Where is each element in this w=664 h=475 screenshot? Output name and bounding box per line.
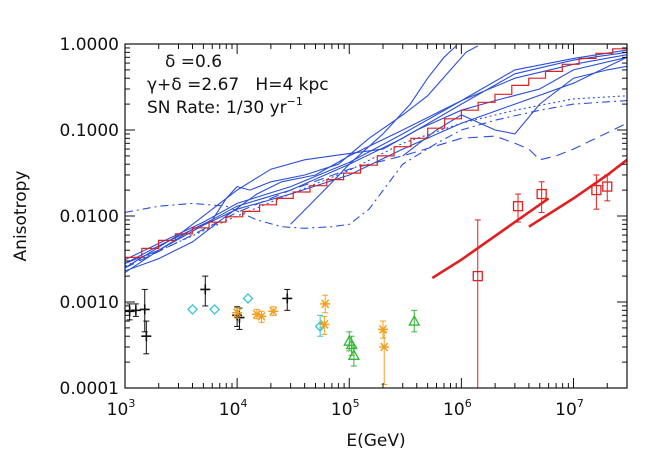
data-point-diamond [209, 303, 221, 315]
data-point-plus [200, 275, 211, 307]
data-point-plus [282, 288, 293, 311]
model-curve-solid [402, 65, 627, 157]
marker-asterisk [232, 308, 243, 318]
marker-plus [234, 312, 245, 323]
data-point-plus [139, 288, 150, 333]
y-tick-label: 0.0100 [60, 207, 119, 227]
marker-plus [282, 293, 293, 304]
marker-plus [200, 284, 211, 295]
marker-asterisk [268, 306, 279, 316]
data-point-triangle [347, 346, 360, 367]
marker-plus [141, 331, 152, 342]
model-curve-solid [125, 45, 479, 265]
marker-square [472, 270, 483, 282]
marker-diamond [187, 303, 198, 315]
marker-triangle [345, 338, 358, 350]
model-curve-solid [125, 49, 627, 261]
data-point-square [512, 193, 524, 223]
y-axis-label: Anisotropy [11, 171, 31, 262]
marker-plus [124, 306, 135, 317]
model-curve-dashdot [125, 100, 627, 229]
plot-frame [124, 43, 628, 389]
marker-asterisk [320, 299, 331, 309]
marker-plus [139, 304, 150, 315]
model-curve-dotted [125, 95, 627, 267]
model-curve-solid [290, 45, 457, 225]
marker-asterisk [319, 319, 330, 329]
data-point-square [472, 219, 483, 389]
x-axis-label: E(GeV) [346, 431, 405, 451]
data-point-asterisk [379, 331, 390, 385]
data-point-triangle [408, 309, 421, 333]
marker-square [536, 188, 547, 200]
data-point-square [591, 174, 602, 210]
data-point-plus [141, 320, 152, 355]
model-curve-dashed [125, 122, 627, 269]
data-point-plus [130, 303, 141, 317]
annotation-sn-rate: SN Rate: 1/30 yr−1 [147, 95, 303, 118]
annotation-delta: δ =0.6 [165, 52, 222, 72]
model-curve-solid [125, 56, 627, 269]
marker-square [602, 181, 613, 192]
marker-plus [130, 305, 141, 316]
data-point-asterisk [256, 310, 267, 323]
model-curve-solid [125, 54, 627, 272]
data-point-plus [124, 303, 135, 321]
y-tick-label: 0.0001 [60, 379, 119, 399]
y-tick-label: 0.0010 [60, 293, 119, 313]
y-tick-label: 0.1000 [60, 121, 119, 141]
x-tick-label: 107 [555, 397, 584, 420]
x-tick-label: 105 [331, 397, 360, 420]
data-point-square [602, 174, 613, 202]
annotation-sn-rate-exponent: −1 [287, 95, 303, 108]
marker-diamond [209, 303, 221, 315]
marker-triangle [408, 314, 421, 326]
data-point-asterisk [378, 320, 389, 339]
annotation-gamma-height: γ+δ =2.67 H=4 kpc [147, 75, 329, 95]
data-point-diamond [242, 293, 254, 304]
data-point-diamond [187, 303, 198, 315]
data-point-asterisk [320, 294, 331, 314]
y-tick-label: 1.0000 [60, 35, 119, 55]
data-point-asterisk [268, 306, 279, 316]
x-tick-label: 104 [219, 397, 248, 420]
x-tick-label: 103 [107, 397, 136, 420]
marker-square [591, 184, 602, 196]
red-fit-line [431, 197, 550, 280]
marker-square [512, 201, 524, 212]
mean-anisotropy-step [125, 48, 627, 258]
data-point-asterisk [232, 307, 243, 319]
x-tick-label: 106 [443, 397, 472, 420]
annotation-sn-rate-text: SN Rate: 1/30 yr [147, 98, 287, 118]
marker-asterisk [256, 311, 267, 321]
data-point-asterisk [319, 315, 330, 335]
data-point-square [536, 181, 547, 213]
red-fit-line [528, 158, 627, 228]
marker-asterisk [379, 342, 390, 352]
marker-triangle [347, 348, 360, 360]
marker-diamond [242, 293, 254, 304]
